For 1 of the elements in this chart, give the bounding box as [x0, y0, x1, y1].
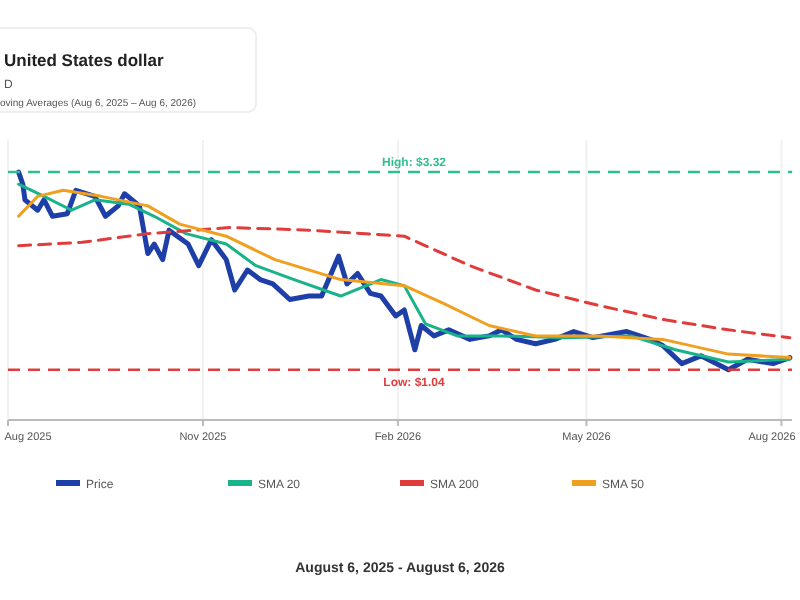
- chart-title: United States dollar: [4, 50, 166, 70]
